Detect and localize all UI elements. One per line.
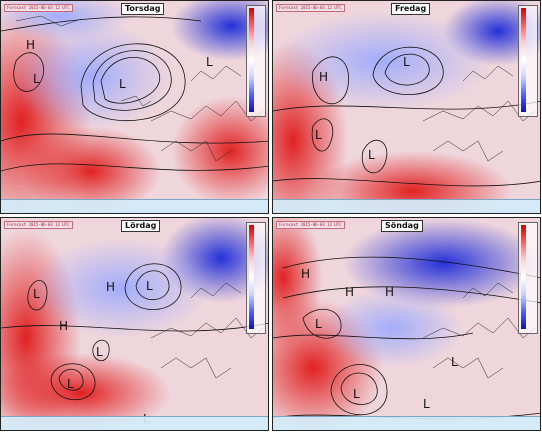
low-pressure-marker: L: [206, 55, 213, 69]
color-scale: [246, 5, 266, 117]
weather-map: L L L L H H L: [1, 218, 268, 430]
weather-map: H H H L L L L: [273, 218, 540, 430]
high-pressure-marker: H: [59, 319, 68, 333]
run-tag: Forecast 2015-06-03 12 UTC: [4, 221, 73, 229]
low-pressure-marker: L: [67, 377, 74, 391]
day-label: Fredag: [391, 3, 431, 15]
run-tag: Forecast 2015-06-03 12 UTC: [4, 4, 73, 12]
high-pressure-marker: H: [319, 70, 328, 84]
low-pressure-marker: L: [315, 317, 322, 331]
low-pressure-marker: L: [96, 345, 103, 359]
low-pressure-marker: L: [353, 387, 360, 401]
low-pressure-marker: L: [403, 55, 410, 69]
low-pressure-marker: L: [33, 287, 40, 301]
day-label: Söndag: [381, 220, 423, 232]
model-footer: [273, 416, 540, 430]
day-label: Torsdag: [121, 3, 165, 15]
model-footer: [273, 199, 540, 213]
weather-map: H L L L: [1, 1, 268, 213]
run-tag: Forecast 2015-06-03 12 UTC: [276, 4, 345, 12]
forecast-panel-saturday: L L L L H H L Forecast 2015-06-03 12 UTC…: [0, 217, 269, 431]
high-pressure-marker: H: [106, 280, 115, 294]
model-footer: [1, 416, 268, 430]
low-pressure-marker: L: [33, 72, 40, 86]
model-footer: [1, 199, 268, 213]
low-pressure-marker: L: [146, 279, 153, 293]
low-pressure-marker: L: [315, 128, 322, 142]
run-tag: Forecast 2015-06-03 12 UTC: [276, 221, 345, 229]
low-pressure-marker: L: [119, 77, 126, 91]
color-scale: [246, 222, 266, 334]
high-pressure-marker: H: [345, 285, 354, 299]
day-label: Lördag: [121, 220, 161, 232]
forecast-panel-thursday: H L L L Forecast 2015-06-03 12 UTC Torsd…: [0, 0, 269, 214]
color-scale: [518, 5, 538, 117]
high-pressure-marker: H: [301, 267, 310, 281]
color-scale: [518, 222, 538, 334]
weather-map: H L L L: [273, 1, 540, 213]
low-pressure-marker: L: [423, 397, 430, 411]
forecast-panel-sunday: H H H L L L L Forecast 2015-06-03 12 UTC…: [272, 217, 541, 431]
forecast-panel-friday: H L L L Forecast 2015-06-03 12 UTC Freda…: [272, 0, 541, 214]
high-pressure-marker: H: [26, 38, 35, 52]
low-pressure-marker: L: [451, 355, 458, 369]
low-pressure-marker: L: [368, 148, 375, 162]
high-pressure-marker: H: [385, 285, 394, 299]
